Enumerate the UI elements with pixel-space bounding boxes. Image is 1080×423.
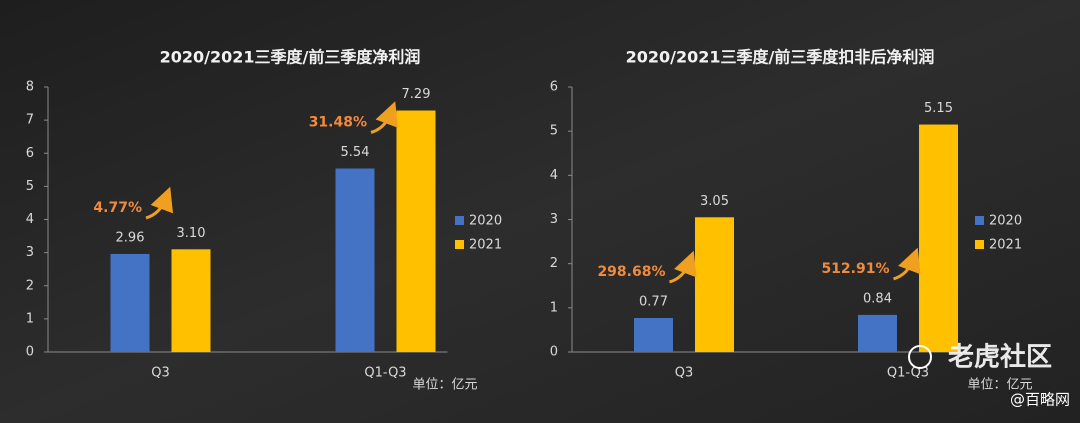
watermark: 老虎社区 <box>948 342 1052 373</box>
value-label: 3.10 <box>177 226 206 241</box>
value-label: 0.77 <box>639 294 668 309</box>
bar <box>858 314 897 352</box>
bar <box>695 217 734 352</box>
value-label: 0.84 <box>863 291 892 306</box>
legend-label: 2021 <box>469 238 502 253</box>
legend-swatch <box>455 216 464 225</box>
annotation: 4.77% <box>93 200 142 216</box>
y-tick-label: 2 <box>26 278 34 293</box>
y-tick-label: 8 <box>26 80 34 95</box>
y-tick-label: 5 <box>26 179 34 194</box>
unit-label: 单位：亿元 <box>967 378 1032 393</box>
legend-label: 2020 <box>989 214 1022 229</box>
bar <box>919 124 958 353</box>
x-tick-label: Q3 <box>675 366 694 381</box>
y-tick-label: 0 <box>550 345 558 360</box>
watermark-source: @百略网 <box>1010 391 1070 409</box>
value-label: 3.05 <box>700 194 729 209</box>
value-label: 5.15 <box>924 101 953 116</box>
chart-title: 2020/2021三季度/前三季度扣非后净利润 <box>626 48 935 67</box>
y-tick-label: 5 <box>550 124 558 139</box>
y-tick-label: 1 <box>26 311 34 326</box>
unit-label: 单位：亿元 <box>412 378 477 393</box>
y-tick-label: 6 <box>550 80 558 95</box>
bar <box>396 110 436 352</box>
annotation: 298.68% <box>597 264 665 280</box>
y-tick-label: 3 <box>26 245 34 260</box>
bar <box>634 317 673 352</box>
legend-label: 2020 <box>469 214 502 229</box>
x-tick-label: Q1-Q3 <box>364 366 406 381</box>
watermark-icon <box>908 345 932 369</box>
annotation: 31.48% <box>309 114 367 130</box>
legend-swatch <box>975 240 984 249</box>
y-tick-label: 1 <box>550 300 558 315</box>
legend-swatch <box>455 240 464 249</box>
x-tick-label: Q3 <box>151 366 170 381</box>
value-label: 5.54 <box>341 145 370 160</box>
bar <box>171 249 211 352</box>
y-tick-label: 6 <box>26 146 34 161</box>
y-tick-label: 4 <box>550 168 558 183</box>
annotation-arrow <box>669 250 697 284</box>
y-tick-label: 3 <box>550 212 558 227</box>
annotation-arrow <box>370 101 399 134</box>
bar <box>110 253 150 352</box>
y-tick-label: 7 <box>26 113 34 128</box>
value-label: 2.96 <box>116 230 145 245</box>
annotation-arrow <box>893 247 921 281</box>
bar <box>335 168 375 352</box>
annotation-arrow <box>145 186 174 220</box>
legend-label: 2021 <box>989 238 1022 253</box>
legend-swatch <box>975 216 984 225</box>
y-tick-label: 4 <box>26 212 34 227</box>
y-tick-label: 0 <box>26 345 34 360</box>
annotation: 512.91% <box>821 261 889 277</box>
x-tick-label: Q1-Q3 <box>887 366 929 381</box>
chart-title: 2020/2021三季度/前三季度净利润 <box>160 48 421 67</box>
y-tick-label: 2 <box>550 256 558 271</box>
charts: 2020/2021三季度/前三季度净利润 0 1 2 3 4 5 6 7 8 Q3 2.96 3.10 4… <box>26 48 1033 393</box>
value-label: 7.29 <box>402 87 431 102</box>
